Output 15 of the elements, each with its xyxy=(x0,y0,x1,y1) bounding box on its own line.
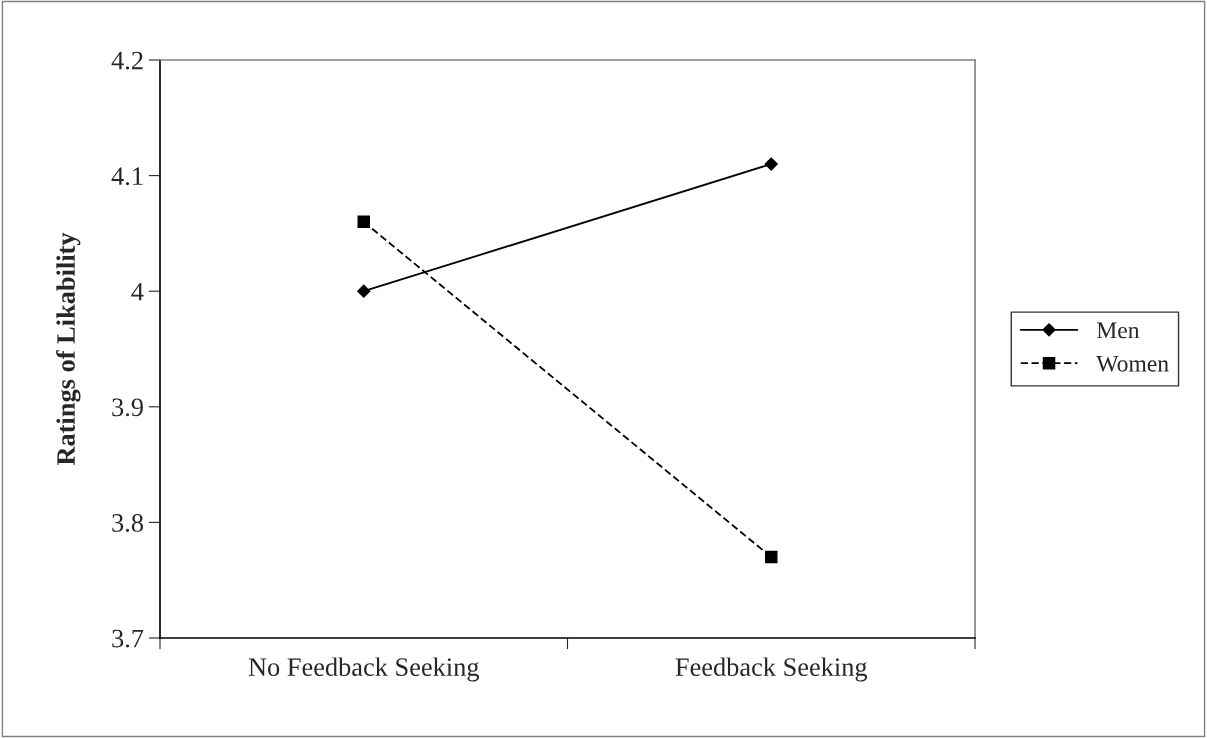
y-tick-label: 3.7 xyxy=(112,629,144,648)
point xyxy=(764,157,778,171)
x-tick-label: No Feedback Seeking xyxy=(248,657,480,682)
point xyxy=(764,550,778,564)
legend-label: Men xyxy=(1096,322,1140,339)
y-tick-label: 4 xyxy=(131,282,144,301)
legend-label: Women xyxy=(1096,355,1169,372)
y-tick-label: 3.9 xyxy=(112,398,143,417)
point xyxy=(357,215,371,229)
y-tick-label: 4.1 xyxy=(111,167,143,186)
y-tick-label: 4.2 xyxy=(111,51,143,70)
x-tick-label: Feedback Seeking xyxy=(675,657,868,682)
y-tick-label: 3.8 xyxy=(112,514,144,532)
point xyxy=(357,284,371,298)
y-axis-title: Ratings of Likability xyxy=(56,232,81,466)
